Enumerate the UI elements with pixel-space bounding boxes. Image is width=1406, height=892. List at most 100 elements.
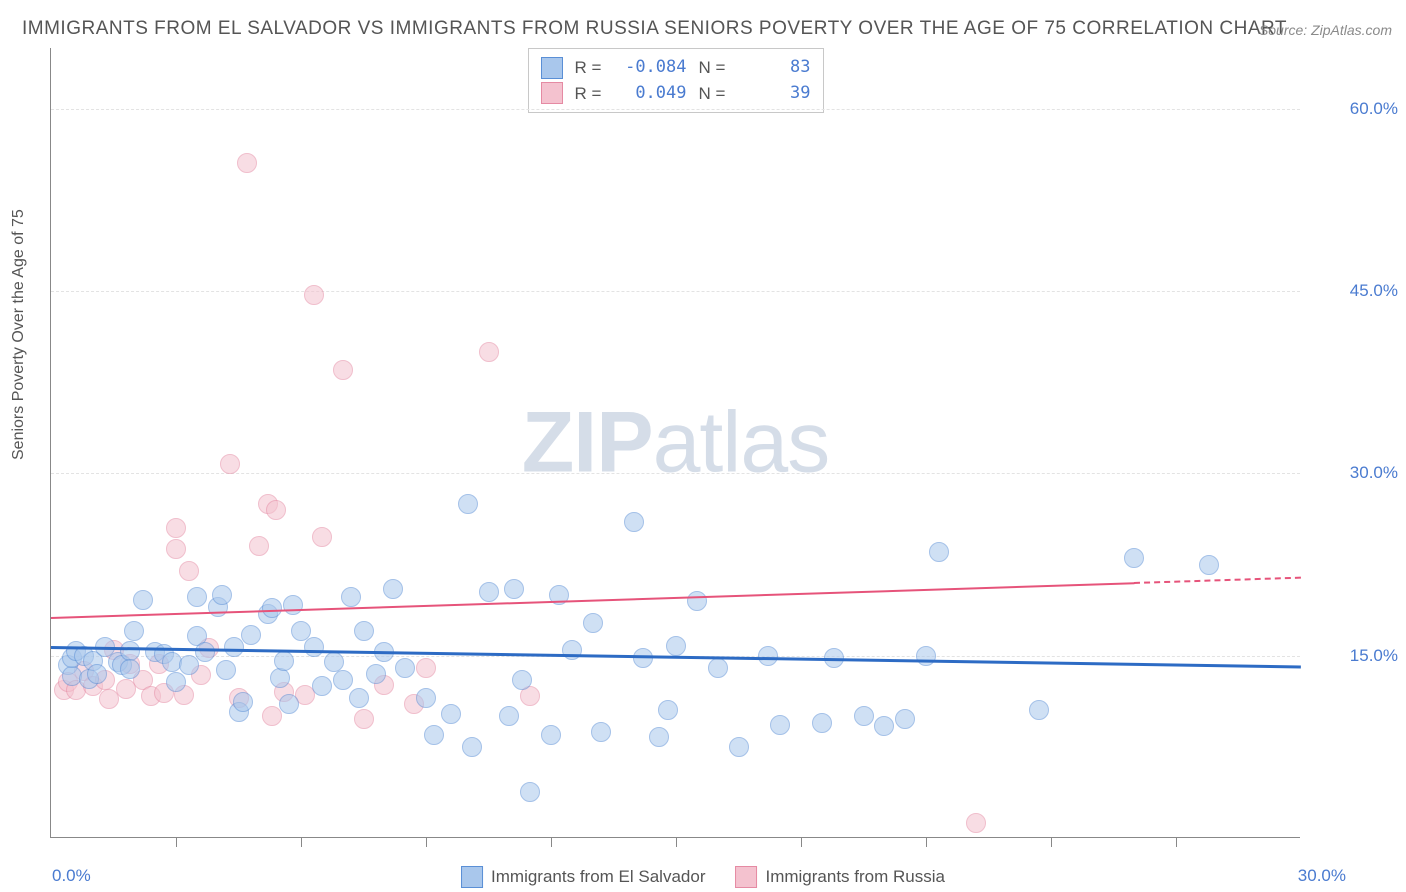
n-label: N = — [699, 55, 729, 81]
data-point — [233, 692, 253, 712]
y-tick-label: 15.0% — [1350, 646, 1398, 666]
data-point — [966, 813, 986, 833]
data-point — [366, 664, 386, 684]
x-tick-max: 30.0% — [1298, 866, 1346, 886]
x-tick-mark — [301, 837, 302, 847]
data-point — [166, 672, 186, 692]
x-tick-mark — [801, 837, 802, 847]
data-point — [874, 716, 894, 736]
data-point — [262, 598, 282, 618]
data-point — [649, 727, 669, 747]
data-point — [895, 709, 915, 729]
swatch-el-salvador — [541, 57, 563, 79]
series-legend: Immigrants from El Salvador Immigrants f… — [461, 866, 945, 888]
x-tick-mark — [1176, 837, 1177, 847]
x-tick-mark — [426, 837, 427, 847]
data-point — [1199, 555, 1219, 575]
data-point — [383, 579, 403, 599]
x-tick-mark — [551, 837, 552, 847]
data-point — [279, 694, 299, 714]
data-point — [583, 613, 603, 633]
data-point — [395, 658, 415, 678]
legend-row-el-salvador: R = -0.084 N = 83 — [541, 55, 811, 81]
data-point — [216, 660, 236, 680]
data-point — [312, 676, 332, 696]
data-point — [591, 722, 611, 742]
data-point — [512, 670, 532, 690]
chart-title: IMMIGRANTS FROM EL SALVADOR VS IMMIGRANT… — [22, 18, 1287, 40]
n-label: N = — [699, 81, 729, 107]
trend-line — [1134, 577, 1301, 584]
n-value-russia: 39 — [741, 81, 811, 107]
data-point — [1029, 700, 1049, 720]
data-point — [237, 153, 257, 173]
data-point — [312, 527, 332, 547]
data-point — [266, 500, 286, 520]
data-point — [458, 494, 478, 514]
data-point — [304, 637, 324, 657]
swatch-russia — [541, 82, 563, 104]
r-value-el-salvador: -0.084 — [617, 55, 687, 81]
data-point — [499, 706, 519, 726]
data-point — [120, 659, 140, 679]
data-point — [333, 360, 353, 380]
data-point — [179, 655, 199, 675]
data-point — [658, 700, 678, 720]
data-point — [241, 625, 261, 645]
data-point — [120, 641, 140, 661]
data-point — [212, 585, 232, 605]
data-point — [354, 621, 374, 641]
data-point — [520, 782, 540, 802]
x-tick-mark — [676, 837, 677, 847]
scatter-plot-area: ZIPatlas R = -0.084 N = 83 R = 0.049 N =… — [50, 48, 1300, 838]
swatch-russia — [735, 866, 757, 888]
y-tick-label: 45.0% — [1350, 281, 1398, 301]
data-point — [416, 658, 436, 678]
x-tick-mark — [176, 837, 177, 847]
grid-line — [51, 473, 1300, 474]
data-point — [304, 285, 324, 305]
data-point — [262, 706, 282, 726]
x-tick-mark — [1051, 837, 1052, 847]
data-point — [333, 670, 353, 690]
source-label: Source: — [1259, 22, 1311, 38]
correlation-legend: R = -0.084 N = 83 R = 0.049 N = 39 — [528, 48, 824, 113]
data-point — [416, 688, 436, 708]
data-point — [916, 646, 936, 666]
legend-label-el-salvador: Immigrants from El Salvador — [491, 867, 705, 887]
r-label: R = — [575, 81, 605, 107]
swatch-el-salvador — [461, 866, 483, 888]
data-point — [812, 713, 832, 733]
data-point — [854, 706, 874, 726]
watermark: ZIPatlas — [522, 393, 829, 492]
grid-line — [51, 291, 1300, 292]
y-tick-label: 30.0% — [1350, 463, 1398, 483]
data-point — [270, 668, 290, 688]
data-point — [770, 715, 790, 735]
data-point — [624, 512, 644, 532]
data-point — [758, 646, 778, 666]
data-point — [249, 536, 269, 556]
data-point — [341, 587, 361, 607]
y-axis-label: Seniors Poverty Over the Age of 75 — [10, 209, 28, 460]
data-point — [324, 652, 344, 672]
source-value: ZipAtlas.com — [1311, 22, 1392, 38]
data-point — [224, 637, 244, 657]
legend-label-russia: Immigrants from Russia — [765, 867, 944, 887]
data-point — [274, 651, 294, 671]
data-point — [283, 595, 303, 615]
x-tick-min: 0.0% — [52, 866, 91, 886]
source-attribution: Source: ZipAtlas.com — [1259, 22, 1392, 38]
data-point — [462, 737, 482, 757]
watermark-rest: atlas — [653, 394, 830, 490]
data-point — [633, 648, 653, 668]
data-point — [195, 642, 215, 662]
data-point — [133, 590, 153, 610]
r-value-russia: 0.049 — [617, 81, 687, 107]
data-point — [1124, 548, 1144, 568]
data-point — [479, 342, 499, 362]
data-point — [479, 582, 499, 602]
data-point — [729, 737, 749, 757]
data-point — [541, 725, 561, 745]
grid-line — [51, 109, 1300, 110]
